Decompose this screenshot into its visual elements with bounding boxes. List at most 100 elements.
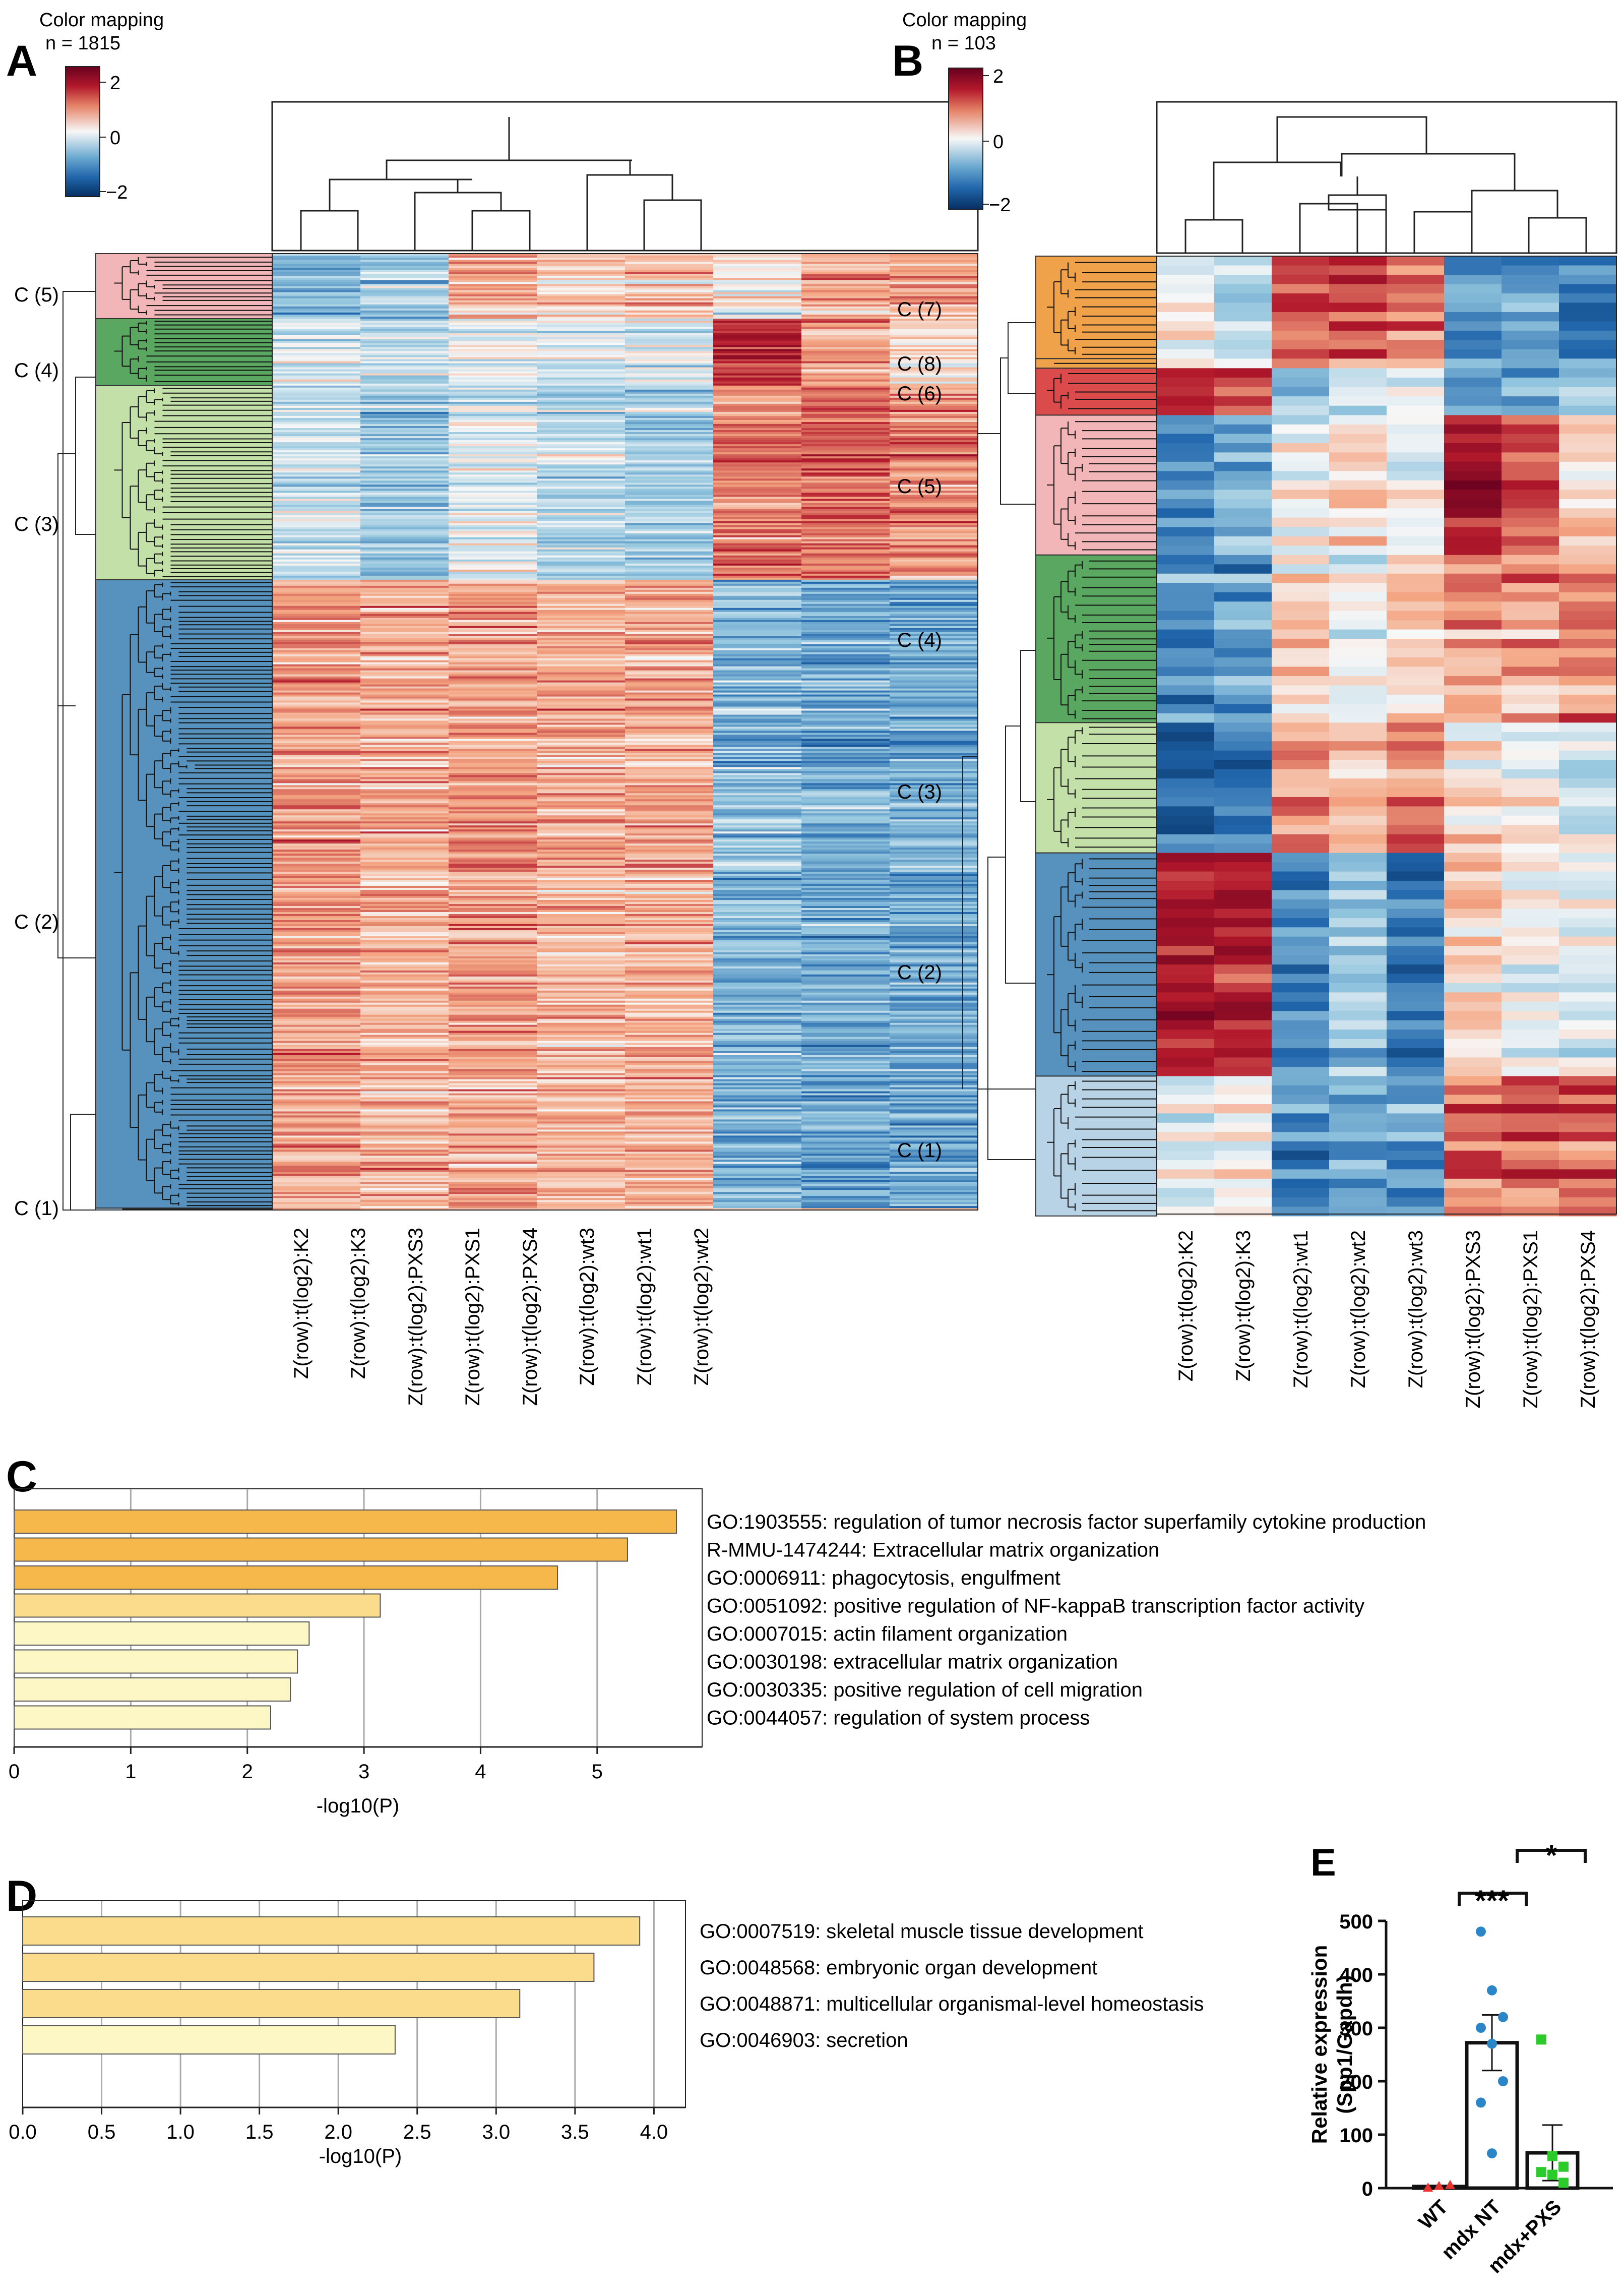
panel-b-legend-tick-max: 2 bbox=[993, 66, 1004, 87]
sample-label-a-6: Z(row):t(log2):wt3 bbox=[576, 1228, 598, 1385]
bar-label-8: GO:0044057: regulation of system process bbox=[707, 1707, 1090, 1729]
panel-e-ylabel-line2: (Spp1/Gapdh) bbox=[1333, 1975, 1356, 2113]
data-point bbox=[1558, 2161, 1569, 2172]
dendrogram-branch-a-2 bbox=[114, 321, 272, 382]
sample-label-b-1: Z(row):t(log2):K2 bbox=[1175, 1230, 1197, 1381]
panel-b-colorbar bbox=[948, 68, 983, 210]
dendrogram-branch-b-7 bbox=[1047, 858, 1157, 1072]
heatmap-cluster-b-3 bbox=[1157, 368, 1617, 415]
x-tick-label: 0.0 bbox=[9, 2121, 37, 2143]
panel-a-heatmap bbox=[272, 254, 978, 1211]
heatmap-cluster-b-7 bbox=[1157, 853, 1617, 1076]
panel-e: E Relative expression (Spp1/Gapdh) 0 100 2… bbox=[1307, 1839, 1613, 2278]
data-point bbox=[1498, 2012, 1508, 2022]
panel-a-legend-tick-mid: 0 bbox=[110, 128, 120, 149]
x-tick-label: 1.5 bbox=[245, 2121, 274, 2143]
bar-3 bbox=[22, 1989, 521, 2018]
panel-a-legend-title: Color mapping bbox=[39, 10, 164, 31]
sample-label-b-8: Z(row):t(log2):PXS4 bbox=[1577, 1230, 1599, 1408]
x-axis: 0 1 2 3 4 5 bbox=[9, 1746, 702, 1783]
cluster-label-b-c4: C (4) bbox=[897, 629, 942, 651]
bar-label-4: GO:0051092: positive regulation of NF-ka… bbox=[707, 1595, 1364, 1617]
panel-d-plot: GO:0007519: skeletal muscle tissue devel… bbox=[9, 1900, 1204, 2143]
bar-label-1: GO:1903555: regulation of tumor necrosis… bbox=[707, 1511, 1426, 1533]
y-tick-label: 300 bbox=[1339, 2018, 1373, 2040]
x-axis: 0.0 0.5 1.0 1.5 2.0 2.5 3.0 3.5 4.0 bbox=[9, 2106, 685, 2143]
data-point bbox=[1476, 2023, 1486, 2033]
heatmap-cluster-b-1 bbox=[1157, 256, 1617, 359]
heatmap-cluster-a-5 bbox=[272, 1208, 978, 1211]
dendrogram-branch-b-1 bbox=[1047, 262, 1157, 355]
sample-label-a-1: Z(row):t(log2):K2 bbox=[290, 1228, 313, 1379]
panel-b-heatmap-frame bbox=[1156, 256, 1617, 1215]
cluster-block-a-2 bbox=[95, 318, 273, 386]
cluster-label-b-c3: C (3) bbox=[897, 781, 942, 803]
x-tick-label: 0 bbox=[9, 1761, 20, 1783]
y-tick-label: 500 bbox=[1339, 1911, 1373, 1933]
cluster-block-a-1 bbox=[95, 253, 273, 319]
panel-b: B Color mapping n = 103 2 0 −2 bbox=[892, 10, 1617, 1408]
sample-label-a-5: Z(row):t(log2):PXS4 bbox=[519, 1228, 541, 1406]
panel-b-letter: B bbox=[892, 37, 923, 85]
bar-3 bbox=[14, 1565, 558, 1590]
bar-label-4: GO:0046903: secretion bbox=[700, 2029, 908, 2051]
dendrogram-branch-b-8 bbox=[1047, 1080, 1157, 1212]
panel-a-row-dendrogram bbox=[57, 253, 273, 1211]
heatmap-cluster-a-4 bbox=[272, 579, 978, 1209]
panel-c-plot: GO:1903555: regulation of tumor necrosis… bbox=[9, 1488, 1426, 1783]
x-tick-label: 2.0 bbox=[324, 2121, 352, 2143]
sample-label-a-3: Z(row):t(log2):PXS3 bbox=[405, 1228, 427, 1406]
heatmap-cluster-a-3 bbox=[272, 385, 978, 580]
bar-4 bbox=[22, 2025, 396, 2055]
dendrogram-branch-b-3 bbox=[1047, 373, 1157, 409]
panel-b-legend-title: Color mapping bbox=[902, 10, 1027, 31]
panel-b-sample-labels: Z(row):t(log2):K2 Z(row):t(log2):K3 Z(ro… bbox=[1175, 1230, 1599, 1408]
significance-wt-vs-mdx: *** bbox=[1475, 1885, 1509, 1917]
heatmap-cluster-a-2 bbox=[272, 318, 978, 386]
heatmap-cluster-b-4 bbox=[1157, 415, 1617, 556]
sample-label-b-5: Z(row):t(log2):wt3 bbox=[1405, 1230, 1427, 1388]
y-tick-label: 400 bbox=[1339, 1964, 1373, 1986]
bar-4 bbox=[14, 1593, 381, 1618]
cluster-block-b-7 bbox=[1035, 852, 1157, 1077]
data-point bbox=[1487, 2038, 1497, 2049]
dendrogram-branch-a-1 bbox=[114, 257, 272, 316]
bar-8 bbox=[14, 1705, 271, 1730]
significance-bracket bbox=[1516, 1849, 1587, 1863]
panel-b-legend-tick-min: −2 bbox=[989, 195, 1011, 216]
x-tick-label: 5 bbox=[592, 1761, 603, 1783]
sample-label-a-4: Z(row):t(log2):PXS1 bbox=[462, 1228, 484, 1406]
panel-a-cluster-labels: C (5) C (4) C (3) C (2) C (1) bbox=[14, 284, 59, 1220]
dendrogram-branch-a-4 bbox=[114, 582, 272, 1206]
panel-a-sample-labels: Z(row):t(log2):K2 Z(row):t(log2):K3 Z(ro… bbox=[290, 1228, 713, 1406]
panel-a-n-label: n = 1815 bbox=[45, 33, 120, 54]
category-label: WT bbox=[1414, 2196, 1452, 2233]
data-point bbox=[1476, 2097, 1486, 2108]
x-tick-label: 2 bbox=[242, 1761, 253, 1783]
panel-b-legend-tick-mid: 0 bbox=[993, 132, 1004, 153]
panel-e-letter: E bbox=[1310, 1841, 1336, 1884]
bar-label-2: R-MMU-1474244: Extracellular matrix orga… bbox=[707, 1539, 1159, 1561]
x-tick-label: 2.5 bbox=[403, 2121, 431, 2143]
bar-label-3: GO:0006911: phagocytosis, engulfment bbox=[707, 1567, 1060, 1589]
bar-label-7: GO:0030335: positive regulation of cell … bbox=[707, 1679, 1143, 1701]
cluster-label-b-c1: C (1) bbox=[897, 1139, 942, 1162]
panel-d-letter: D bbox=[6, 1872, 37, 1920]
data-point bbox=[1423, 2182, 1433, 2192]
panel-a-legend-tick-max: 2 bbox=[110, 73, 120, 94]
y-tick-label: 100 bbox=[1339, 2125, 1373, 2147]
bar-7 bbox=[14, 1677, 291, 1702]
x-tick-label: 4.0 bbox=[640, 2121, 668, 2143]
panel-a-letter: A bbox=[6, 37, 37, 85]
cluster-label-b-c8: C (8) bbox=[897, 353, 942, 375]
panel-c-letter: C bbox=[6, 1453, 37, 1501]
dendrogram-branch-b-6 bbox=[1047, 727, 1157, 848]
bar-5 bbox=[14, 1621, 310, 1646]
panel-b-heatmap bbox=[1157, 256, 1617, 1217]
cluster-label-a-c2: C (2) bbox=[14, 911, 59, 933]
panel-c-xlabel: -log10(P) bbox=[317, 1795, 400, 1817]
sample-label-a-2: Z(row):t(log2):K3 bbox=[347, 1228, 369, 1379]
panel-c: C GO:1903555: regulation of tumor necros… bbox=[6, 1453, 1426, 1817]
bar-label-6: GO:0030198: extracellular matrix organiz… bbox=[707, 1651, 1118, 1673]
